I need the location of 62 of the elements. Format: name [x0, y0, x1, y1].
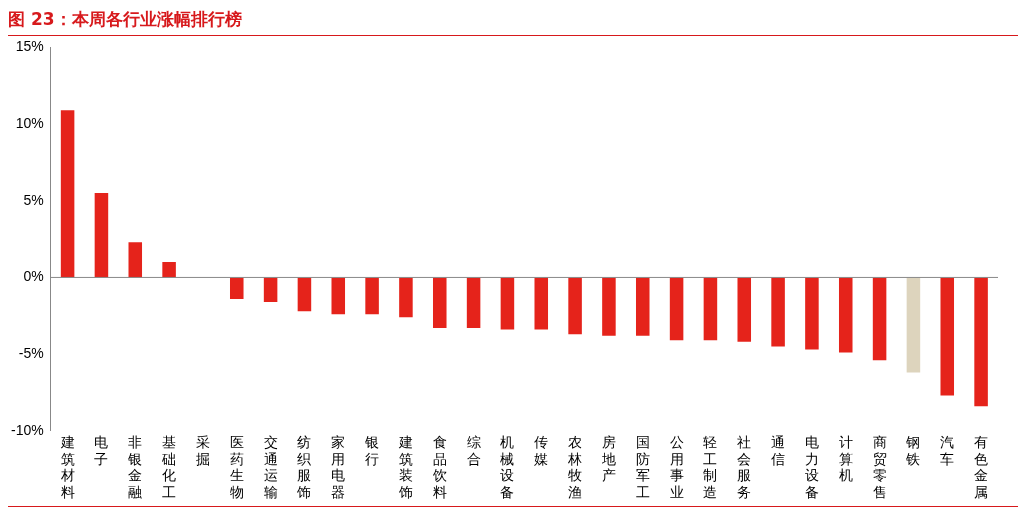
x-tick-label: 钢铁 — [905, 433, 921, 467]
x-tick-label: 非银金融 — [127, 433, 143, 501]
y-tick-label: 5% — [23, 191, 44, 208]
y-tick-label: -5% — [18, 344, 44, 361]
x-tick-label: 轻工制造 — [703, 433, 718, 501]
x-tick-label: 建筑材料 — [59, 433, 75, 501]
x-tick-label: 国防军工 — [635, 433, 650, 501]
bar — [297, 277, 312, 312]
chart-title: 图 23：本周各行业涨幅排行榜 — [8, 8, 1018, 36]
x-tick-label: 采掘 — [195, 433, 210, 467]
x-tick-label: 传媒 — [534, 433, 549, 467]
x-tick-label: 医药生物 — [229, 433, 244, 501]
bar — [635, 277, 650, 336]
x-tick-label: 电子 — [94, 433, 109, 467]
x-tick-label: 汽车 — [940, 433, 955, 467]
x-tick-label: 计算机 — [838, 433, 853, 484]
bar — [974, 277, 988, 407]
x-tick-label: 纺织服饰 — [296, 433, 312, 501]
x-tick-label: 房地产 — [600, 433, 616, 484]
x-tick-label: 公用事业 — [669, 433, 684, 501]
y-tick-label: 0% — [23, 268, 44, 285]
bar — [399, 277, 413, 318]
x-tick-label: 食品饮料 — [431, 433, 447, 501]
bar — [872, 277, 887, 361]
x-tick-label: 商贸零售 — [872, 433, 887, 501]
bar — [838, 277, 853, 353]
bar — [906, 277, 921, 373]
x-tick-label: 农林牧渔 — [567, 433, 583, 501]
x-tick-label: 通信 — [771, 433, 786, 467]
x-tick-label: 机械设备 — [500, 433, 515, 501]
bar — [534, 277, 549, 330]
bar — [94, 193, 109, 278]
bar — [230, 277, 244, 299]
bar — [263, 277, 278, 302]
y-tick-label: -10% — [11, 421, 44, 438]
y-tick-label: 15% — [15, 38, 44, 55]
bar — [568, 277, 582, 335]
bar — [162, 262, 176, 278]
bar — [703, 277, 718, 341]
bar — [466, 277, 481, 329]
bar — [771, 277, 785, 347]
bar — [500, 277, 515, 330]
bar — [602, 277, 616, 336]
x-tick-label: 交通运输 — [263, 433, 278, 501]
x-tick-label: 电力设备 — [804, 433, 819, 501]
bar — [60, 110, 75, 278]
x-tick-label: 社会服务 — [737, 433, 752, 501]
bar — [432, 277, 447, 329]
bar — [669, 277, 684, 341]
x-tick-label: 建筑装饰 — [397, 433, 413, 501]
x-tick-label: 有色金属 — [974, 433, 989, 501]
x-tick-label: 家用电器 — [331, 433, 346, 501]
x-tick-label: 银行 — [364, 433, 380, 467]
bar — [128, 242, 143, 278]
bar — [940, 277, 955, 396]
x-tick-label: 综合 — [466, 433, 481, 467]
bar — [737, 277, 752, 342]
bar — [805, 277, 819, 350]
bar — [331, 277, 346, 315]
y-tick-label: 10% — [15, 114, 44, 131]
x-tick-label: 基础化工 — [161, 433, 177, 501]
bar — [365, 277, 379, 315]
